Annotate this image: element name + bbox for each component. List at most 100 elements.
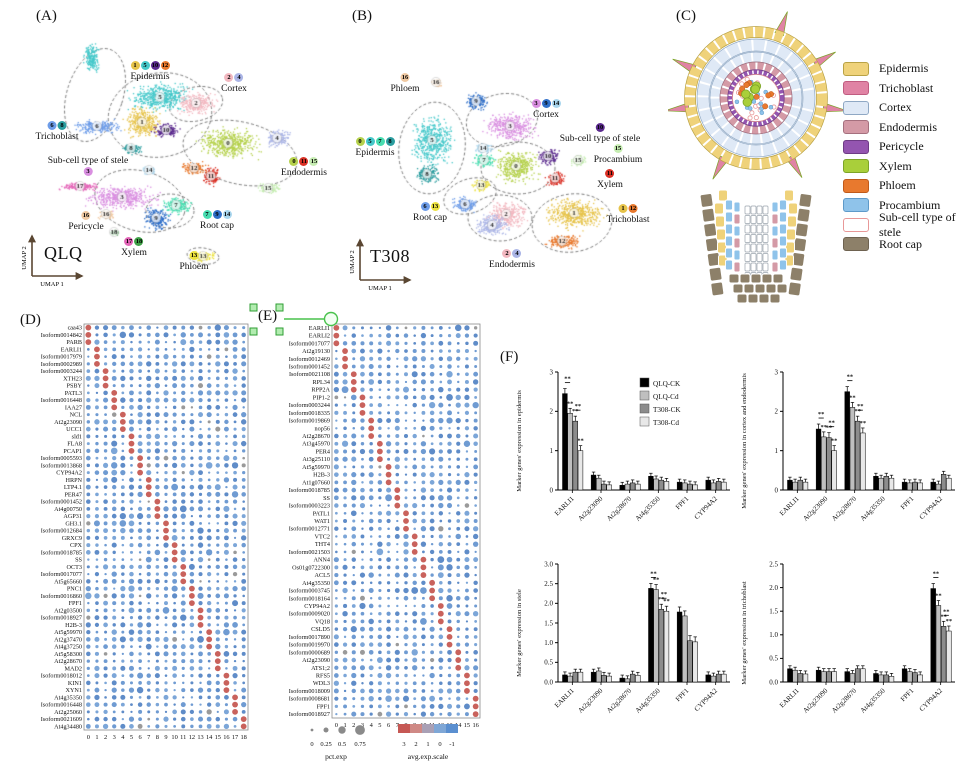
cluster-annotation-label: Cortex xyxy=(221,83,247,94)
cluster-annotation-label: Xylem xyxy=(121,247,147,258)
svg-text:MAD2: MAD2 xyxy=(64,665,82,672)
svg-text:0.75: 0.75 xyxy=(354,741,365,748)
svg-text:At2g23090: At2g23090 xyxy=(576,494,604,522)
svg-text:5: 5 xyxy=(378,722,381,729)
barchart-trichoblast: 0.0 0.5 1.0 1.5 2.0 2.5 Marker genes' expressi… xyxy=(741,560,955,715)
cluster-badge: 2 xyxy=(224,73,234,83)
svg-text:0: 0 xyxy=(438,741,441,748)
cluster-badge: 15 xyxy=(309,157,319,167)
svg-text:FLA8: FLA8 xyxy=(67,441,82,448)
bar-legend-label: QLQ-CK xyxy=(653,380,681,388)
svg-text:11: 11 xyxy=(180,734,186,741)
svg-text:4: 4 xyxy=(121,734,125,741)
svg-text:avg.exp.scale: avg.exp.scale xyxy=(408,752,449,761)
cluster-annotation: 6 8 Trichoblast xyxy=(36,121,78,142)
svg-text:8: 8 xyxy=(156,734,159,741)
legend-label: Pericycle xyxy=(879,139,924,153)
svg-text:Isoform0018164: Isoform0018164 xyxy=(289,595,330,602)
bar-legend-label: QLQ-Cd xyxy=(653,393,679,401)
cluster-annotation: 1 12 Trichoblast xyxy=(607,204,649,225)
cluster-annotation-label: Pericycle xyxy=(68,221,104,232)
svg-text:FPF1: FPF1 xyxy=(69,600,82,607)
svg-text:EARLI1: EARLI1 xyxy=(553,686,576,709)
legend-label: Procambium xyxy=(879,197,941,212)
svg-text:At5g59970: At5g59970 xyxy=(302,464,330,471)
svg-text:nop56: nop56 xyxy=(315,425,330,432)
svg-text:**: ** xyxy=(572,408,579,415)
cluster-badge: 1 xyxy=(618,204,628,214)
svg-text:ATS1;2: ATS1;2 xyxy=(311,665,330,672)
svg-text:3: 3 xyxy=(113,734,116,741)
svg-text:2.5: 2.5 xyxy=(769,560,778,568)
svg-text:At4g35350: At4g35350 xyxy=(634,494,662,522)
svg-text:FPF1: FPF1 xyxy=(899,494,916,511)
svg-text:1: 1 xyxy=(426,741,429,748)
svg-text:Isoform0003223: Isoform0003223 xyxy=(289,503,330,510)
cluster-annotation-label: Root cap xyxy=(412,212,448,223)
svg-text:**: ** xyxy=(650,570,657,577)
barchart-stele: 0.0 0.5 1.0 1.5 2.0 2.5 3.0 Marker genes' expre… xyxy=(516,560,730,715)
svg-text:FPF1: FPF1 xyxy=(317,703,330,710)
svg-text:3: 3 xyxy=(361,722,364,729)
svg-text:At4g35350: At4g35350 xyxy=(859,494,887,522)
svg-text:4: 4 xyxy=(370,722,374,729)
svg-text:At4g37250: At4g37250 xyxy=(54,644,82,651)
svg-text:At4g35350: At4g35350 xyxy=(634,686,662,714)
svg-text:pct.exp: pct.exp xyxy=(325,752,347,761)
svg-text:Isoform0019970: Isoform0019970 xyxy=(289,642,330,649)
legend-swatch xyxy=(843,198,869,212)
svg-text:PSBY: PSBY xyxy=(67,383,83,390)
svg-text:CYP94A2: CYP94A2 xyxy=(304,603,330,610)
svg-text:caa43: caa43 xyxy=(68,325,82,332)
svg-text:Isoform0018927: Isoform0018927 xyxy=(41,615,82,622)
svg-text:**: ** xyxy=(935,593,942,600)
svg-text:3: 3 xyxy=(775,368,779,376)
svg-text:Isoform0012684: Isoform0012684 xyxy=(41,528,82,535)
cluster-badge: 12 xyxy=(160,61,170,71)
svg-text:Isoform0017979: Isoform0017979 xyxy=(41,354,82,361)
svg-text:At4g35350: At4g35350 xyxy=(302,580,330,587)
svg-text:0: 0 xyxy=(775,486,779,494)
svg-text:At2g28670: At2g28670 xyxy=(830,686,858,714)
cluster-badge: 10 xyxy=(150,61,160,71)
legend-swatch xyxy=(843,61,869,76)
svg-text:1.0: 1.0 xyxy=(544,639,553,647)
svg-text:WAT1: WAT1 xyxy=(314,518,330,525)
umap2-axis-label: UMAP 2 xyxy=(350,250,356,273)
svg-text:PCAP1: PCAP1 xyxy=(63,448,82,455)
svg-text:NCL: NCL xyxy=(70,412,83,419)
svg-text:At2g23090: At2g23090 xyxy=(54,419,82,426)
bar-legend-swatch xyxy=(639,416,650,427)
cluster-badge: 13 xyxy=(189,251,199,261)
svg-text:Isoform0017077: Isoform0017077 xyxy=(289,340,330,347)
svg-text:1.0: 1.0 xyxy=(769,631,778,639)
panel-b-label: (B) xyxy=(352,8,372,24)
anatomy-legend-item: Procambium xyxy=(843,197,962,212)
anatomy-legend-item: Pericycle xyxy=(843,139,962,154)
svg-text:At5g65660: At5g65660 xyxy=(54,578,82,585)
svg-text:Isoform0016860: Isoform0016860 xyxy=(41,593,82,600)
svg-text:3: 3 xyxy=(550,368,554,376)
legend-label: Phloem xyxy=(879,178,916,192)
svg-text:At1g07660: At1g07660 xyxy=(302,479,330,486)
legend-swatch xyxy=(843,139,869,154)
cluster-badge: 9 xyxy=(541,99,551,109)
svg-text:Isoform0002989: Isoform0002989 xyxy=(41,361,82,368)
svg-text:0.0: 0.0 xyxy=(544,678,553,686)
svg-text:PATL1: PATL1 xyxy=(313,510,330,517)
svg-text:EARLI1: EARLI1 xyxy=(778,494,801,517)
svg-text:At2g28670: At2g28670 xyxy=(605,686,633,714)
svg-text:Isoform0016448: Isoform0016448 xyxy=(41,702,82,709)
svg-text:PNC1: PNC1 xyxy=(67,586,82,593)
svg-text:At5g59970: At5g59970 xyxy=(54,629,82,636)
bar-legend-swatch xyxy=(639,390,650,401)
svg-text:**: ** xyxy=(940,613,947,620)
svg-text:Isoform0021503: Isoform0021503 xyxy=(289,549,330,556)
svg-text:1.5: 1.5 xyxy=(769,608,778,616)
umap-plot-t308 xyxy=(352,28,670,293)
svg-text:At2g03500: At2g03500 xyxy=(54,607,82,614)
svg-text:Isoform0016448: Isoform0016448 xyxy=(41,397,82,404)
cluster-badge: 11 xyxy=(605,169,615,179)
anatomy-legend-item: Epidermis xyxy=(843,61,962,76)
svg-text:Marker genes' expression in co: Marker genes' expression in cortex and e… xyxy=(741,373,748,509)
